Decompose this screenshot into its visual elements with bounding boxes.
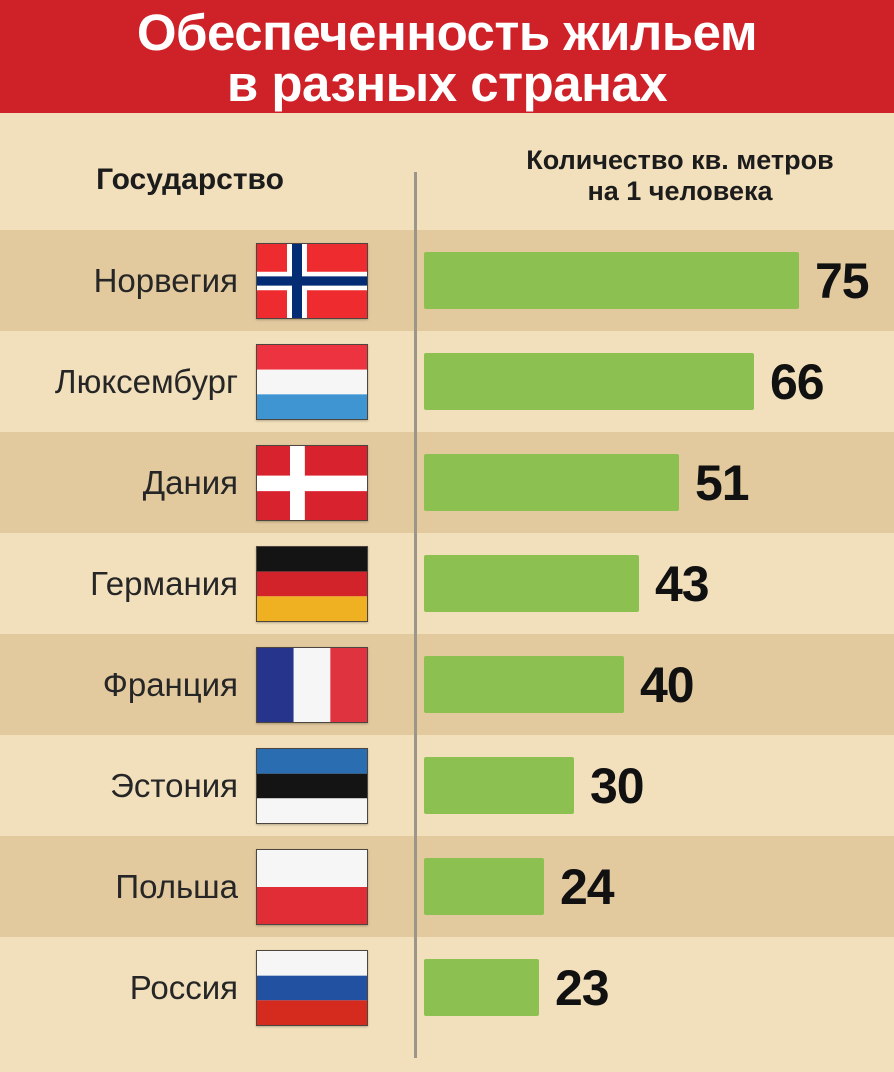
country-label: Польша xyxy=(115,868,238,905)
country-label: Германия xyxy=(90,565,238,602)
value-label: 66 xyxy=(770,353,825,410)
table-row: Россия 23 xyxy=(0,937,894,1038)
value-label: 40 xyxy=(640,656,695,713)
bar-group: 23 xyxy=(424,937,610,1038)
bar-group: 43 xyxy=(424,533,710,634)
table-row: Люксембург 66 xyxy=(0,331,894,432)
bar-group: 75 xyxy=(424,230,870,331)
value-bar xyxy=(424,555,639,612)
flag-russia-icon xyxy=(256,950,368,1026)
country-label: Норвегия xyxy=(93,262,238,299)
bar-group: 51 xyxy=(424,432,750,533)
chart-title-line2: в разных странах xyxy=(226,55,668,112)
value-bar xyxy=(424,959,539,1016)
chart-title: Обеспеченность жильем в разных странах xyxy=(0,0,894,113)
value-bar xyxy=(424,454,679,511)
column-header-value: Количество кв. метров на 1 человека xyxy=(480,145,880,207)
country-label: Россия xyxy=(129,969,238,1006)
table-row: Эстония 30 xyxy=(0,735,894,836)
value-bar xyxy=(424,757,574,814)
chart-title-line1: Обеспеченность жильем xyxy=(136,4,758,61)
value-label: 43 xyxy=(655,555,710,612)
table-row: Дания 51 xyxy=(0,432,894,533)
flag-denmark-icon xyxy=(256,445,368,521)
value-label: 23 xyxy=(555,959,610,1016)
table-row: Польша 24 xyxy=(0,836,894,937)
table-row: Германия 43 xyxy=(0,533,894,634)
value-label: 24 xyxy=(560,858,615,915)
country-label: Эстония xyxy=(110,767,238,804)
value-bar xyxy=(424,252,799,309)
country-label: Франция xyxy=(102,666,238,703)
value-label: 30 xyxy=(590,757,645,814)
value-bar xyxy=(424,353,754,410)
country-label: Люксембург xyxy=(54,363,238,400)
flag-france-icon xyxy=(256,647,368,723)
flag-germany-icon xyxy=(256,546,368,622)
country-label: Дания xyxy=(142,464,238,501)
bar-group: 24 xyxy=(424,836,615,937)
bar-group: 40 xyxy=(424,634,695,735)
value-label: 51 xyxy=(695,454,750,511)
bar-group: 66 xyxy=(424,331,825,432)
column-divider xyxy=(414,172,417,1058)
bar-group: 30 xyxy=(424,735,645,836)
column-header-country: Государство xyxy=(96,163,284,196)
flag-norway-icon xyxy=(256,243,368,319)
column-headers: Государство Количество кв. метров на 1 ч… xyxy=(0,113,894,230)
flag-estonia-icon xyxy=(256,748,368,824)
value-label: 75 xyxy=(815,252,870,309)
chart-body: Норвегия 75 Люксембург 66 Дания 51 Германия 43 Ф… xyxy=(0,230,894,1038)
flag-luxembourg-icon xyxy=(256,344,368,420)
value-bar xyxy=(424,656,624,713)
table-row: Франция 40 xyxy=(0,634,894,735)
flag-poland-icon xyxy=(256,849,368,925)
column-header-value-line2: на 1 человека xyxy=(587,176,773,206)
value-bar xyxy=(424,858,544,915)
table-row: Норвегия 75 xyxy=(0,230,894,331)
column-header-value-line1: Количество кв. метров xyxy=(526,145,834,175)
